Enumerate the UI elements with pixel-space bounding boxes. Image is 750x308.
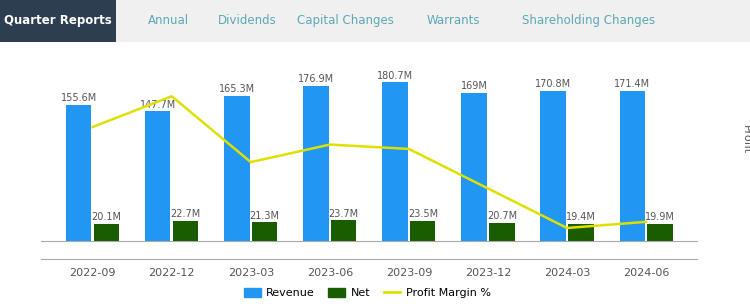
Text: Capital Changes: Capital Changes <box>296 14 394 27</box>
Text: 22.7M: 22.7M <box>170 209 201 220</box>
Text: 165.3M: 165.3M <box>219 84 255 94</box>
Bar <box>94 224 119 241</box>
Text: Profit: Profit <box>741 125 750 154</box>
Bar <box>461 93 487 241</box>
Bar <box>303 86 328 241</box>
Text: Warrants: Warrants <box>427 14 481 27</box>
Text: 169M: 169M <box>460 81 488 91</box>
Text: 155.6M: 155.6M <box>61 93 97 103</box>
Bar <box>489 223 514 241</box>
Bar <box>410 221 436 241</box>
Text: 23.5M: 23.5M <box>408 209 438 219</box>
Text: 180.7M: 180.7M <box>377 71 413 81</box>
Bar <box>382 83 408 241</box>
Bar <box>331 220 356 241</box>
Text: Annual: Annual <box>148 14 189 27</box>
Text: 21.3M: 21.3M <box>250 211 280 221</box>
Text: 20.7M: 20.7M <box>487 211 517 221</box>
Bar <box>541 91 566 241</box>
Text: 171.4M: 171.4M <box>614 79 650 89</box>
Text: 19.4M: 19.4M <box>566 212 596 222</box>
Bar <box>252 222 278 241</box>
Legend: Revenue, Net, Profit Margin %: Revenue, Net, Profit Margin % <box>240 283 495 302</box>
Bar <box>568 224 593 241</box>
Text: 176.9M: 176.9M <box>298 74 334 84</box>
Bar <box>173 221 198 241</box>
Text: 23.7M: 23.7M <box>328 209 358 219</box>
Bar <box>224 96 250 241</box>
Text: Shareholding Changes: Shareholding Changes <box>522 14 656 27</box>
Text: 20.1M: 20.1M <box>92 212 122 222</box>
Text: 19.9M: 19.9M <box>645 212 675 222</box>
Bar <box>146 111 170 241</box>
Text: Dividends: Dividends <box>218 14 277 27</box>
Bar <box>620 91 645 241</box>
Text: Quarter Reports: Quarter Reports <box>4 14 112 27</box>
Text: 147.7M: 147.7M <box>140 100 176 110</box>
Bar <box>66 104 92 241</box>
Bar <box>647 224 673 241</box>
Text: 170.8M: 170.8M <box>535 79 572 89</box>
Bar <box>0 0 116 42</box>
